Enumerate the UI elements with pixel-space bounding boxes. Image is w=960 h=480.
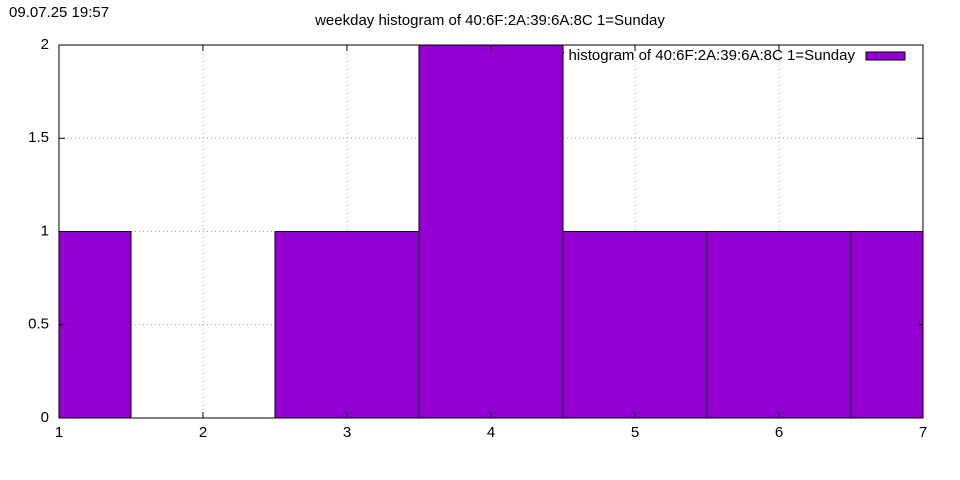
y-tick-label: 1.5 <box>28 129 49 146</box>
x-tick-label: 1 <box>55 424 63 441</box>
x-tick-label: 2 <box>199 424 207 441</box>
y-tick-label: 2 <box>41 36 49 53</box>
y-tick-label: 1 <box>41 222 49 239</box>
legend-label: weekday histogram of 40:6F:2A:39:6A:8C 1… <box>504 47 855 64</box>
x-tick-label: 6 <box>775 424 783 441</box>
bar <box>418 45 564 418</box>
x-tick-label: 4 <box>487 424 495 441</box>
y-tick-label: 0 <box>41 409 49 426</box>
x-tick-label: 5 <box>631 424 639 441</box>
bar <box>274 231 420 418</box>
bars <box>59 45 923 418</box>
axes: 0 0.5 1 1.5 2 1 2 3 4 5 6 7 <box>28 36 927 441</box>
timestamp: 09.07.25 19:57 <box>9 4 109 21</box>
y-tick-label: 0.5 <box>28 316 49 333</box>
bar <box>562 231 708 418</box>
bar <box>706 231 852 418</box>
legend-swatch <box>865 51 906 61</box>
x-tick-label: 3 <box>343 424 351 441</box>
bar <box>850 231 923 418</box>
plot-frame <box>58 44 924 419</box>
legend: weekday histogram of 40:6F:2A:39:6A:8C 1… <box>504 47 906 64</box>
x-tick-label: 7 <box>919 424 927 441</box>
chart-title: weekday histogram of 40:6F:2A:39:6A:8C 1… <box>314 12 665 29</box>
bar <box>59 231 132 418</box>
